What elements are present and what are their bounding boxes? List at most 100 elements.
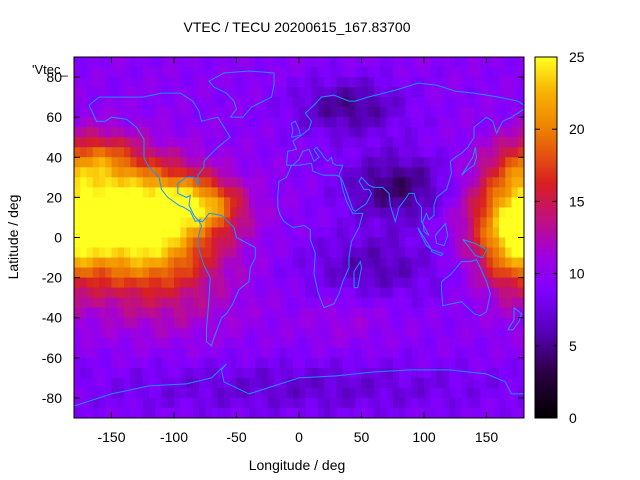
heatmap-cell — [517, 177, 524, 188]
heatmap-cell — [92, 217, 100, 228]
heatmap-cell — [474, 87, 481, 98]
heatmap-cell — [455, 347, 462, 359]
heatmap-cell — [492, 277, 500, 289]
heatmap-cell — [211, 77, 219, 88]
heatmap-cell — [111, 377, 119, 389]
heatmap-cell — [455, 227, 462, 238]
heatmap-cell — [424, 167, 431, 178]
heatmap-cell — [386, 247, 394, 259]
heatmap-cell — [267, 217, 275, 228]
heatmap-cell — [230, 277, 237, 289]
heatmap-cell — [74, 197, 81, 208]
heatmap-cell — [167, 137, 175, 148]
heatmap-cell — [124, 167, 131, 178]
heatmap-cell — [74, 127, 81, 138]
heatmap-cell — [155, 137, 162, 148]
heatmap-cell — [261, 227, 269, 238]
heatmap-cell — [436, 207, 444, 218]
heatmap-cell — [230, 167, 237, 178]
heatmap-cell — [349, 97, 356, 108]
x-tick-label: -100 — [160, 429, 188, 445]
x-tick-label: 0 — [295, 429, 303, 445]
heatmap-cell — [311, 307, 319, 319]
heatmap-cell — [474, 157, 481, 168]
heatmap-cell — [461, 207, 469, 218]
y-axis-label: Latitude / deg — [5, 195, 21, 280]
heatmap-cell — [155, 307, 162, 319]
heatmap-cell — [399, 147, 406, 158]
y-tick-label: -60 — [42, 350, 62, 366]
heatmap-cell — [436, 127, 444, 138]
heatmap-cell — [449, 397, 456, 409]
heatmap-cell — [342, 167, 350, 178]
heatmap-cell — [436, 377, 444, 389]
heatmap-cell — [392, 97, 400, 108]
heatmap-cell — [186, 217, 194, 228]
heatmap-cell — [111, 167, 119, 178]
heatmap-cell — [442, 97, 450, 108]
heatmap-cell — [380, 397, 387, 409]
heatmap-cell — [124, 367, 131, 379]
heatmap-cell — [192, 347, 200, 359]
heatmap-cell — [467, 267, 475, 279]
heatmap-cell — [430, 297, 437, 309]
heatmap-cell — [230, 357, 237, 369]
heatmap-cell — [480, 107, 487, 118]
heatmap-cell — [499, 247, 506, 259]
heatmap-cell — [236, 157, 244, 168]
heatmap-cell — [355, 197, 362, 208]
heatmap-cell — [155, 157, 162, 168]
heatmap-cell — [142, 287, 150, 299]
heatmap-cell — [261, 87, 269, 98]
heatmap-cell — [374, 207, 381, 218]
heatmap-cell — [180, 337, 187, 349]
heatmap-cell — [424, 377, 431, 389]
heatmap-cell — [486, 147, 494, 158]
heatmap-cell — [80, 387, 87, 399]
heatmap-cell — [367, 357, 375, 369]
heatmap-cell — [474, 277, 481, 289]
heatmap-cell — [486, 67, 494, 78]
heatmap-cell — [299, 397, 306, 409]
heatmap-cell — [230, 137, 237, 148]
heatmap-cell — [430, 107, 437, 118]
heatmap-cell — [455, 327, 462, 339]
heatmap-cell — [149, 377, 156, 389]
heatmap-cell — [380, 97, 387, 108]
heatmap-cell — [299, 207, 306, 218]
heatmap-cell — [261, 367, 269, 379]
heatmap-cell — [430, 197, 437, 208]
heatmap-cell — [130, 357, 137, 369]
heatmap-cell — [130, 317, 137, 329]
heatmap-cell — [274, 157, 281, 168]
heatmap-cell — [411, 317, 419, 329]
heatmap-cell — [274, 367, 281, 379]
heatmap-cell — [217, 217, 225, 228]
heatmap-cell — [342, 297, 350, 309]
heatmap-cell — [442, 217, 450, 228]
heatmap-cell — [267, 167, 275, 178]
heatmap-cell — [180, 187, 187, 198]
heatmap-cell — [180, 387, 187, 399]
heatmap-cell — [105, 387, 112, 399]
heatmap-cell — [505, 327, 512, 339]
heatmap-cell — [424, 347, 431, 359]
heatmap-cell — [142, 397, 150, 409]
heatmap-cell — [292, 187, 300, 198]
heatmap-cell — [299, 227, 306, 238]
heatmap-cell — [492, 377, 500, 389]
heatmap-cell — [186, 97, 194, 108]
heatmap-cell — [217, 87, 225, 98]
heatmap-cell — [399, 367, 406, 379]
heatmap-cell — [486, 257, 494, 269]
heatmap-cell — [124, 337, 131, 349]
heatmap-cell — [286, 297, 294, 309]
heatmap-cell — [386, 77, 394, 88]
heatmap-cell — [261, 347, 269, 359]
heatmap-cell — [261, 357, 269, 369]
heatmap-cell — [467, 77, 475, 88]
heatmap-cell — [124, 297, 131, 309]
heatmap-cell — [474, 67, 481, 78]
heatmap-cell — [324, 307, 331, 319]
heatmap-cell — [205, 67, 212, 78]
